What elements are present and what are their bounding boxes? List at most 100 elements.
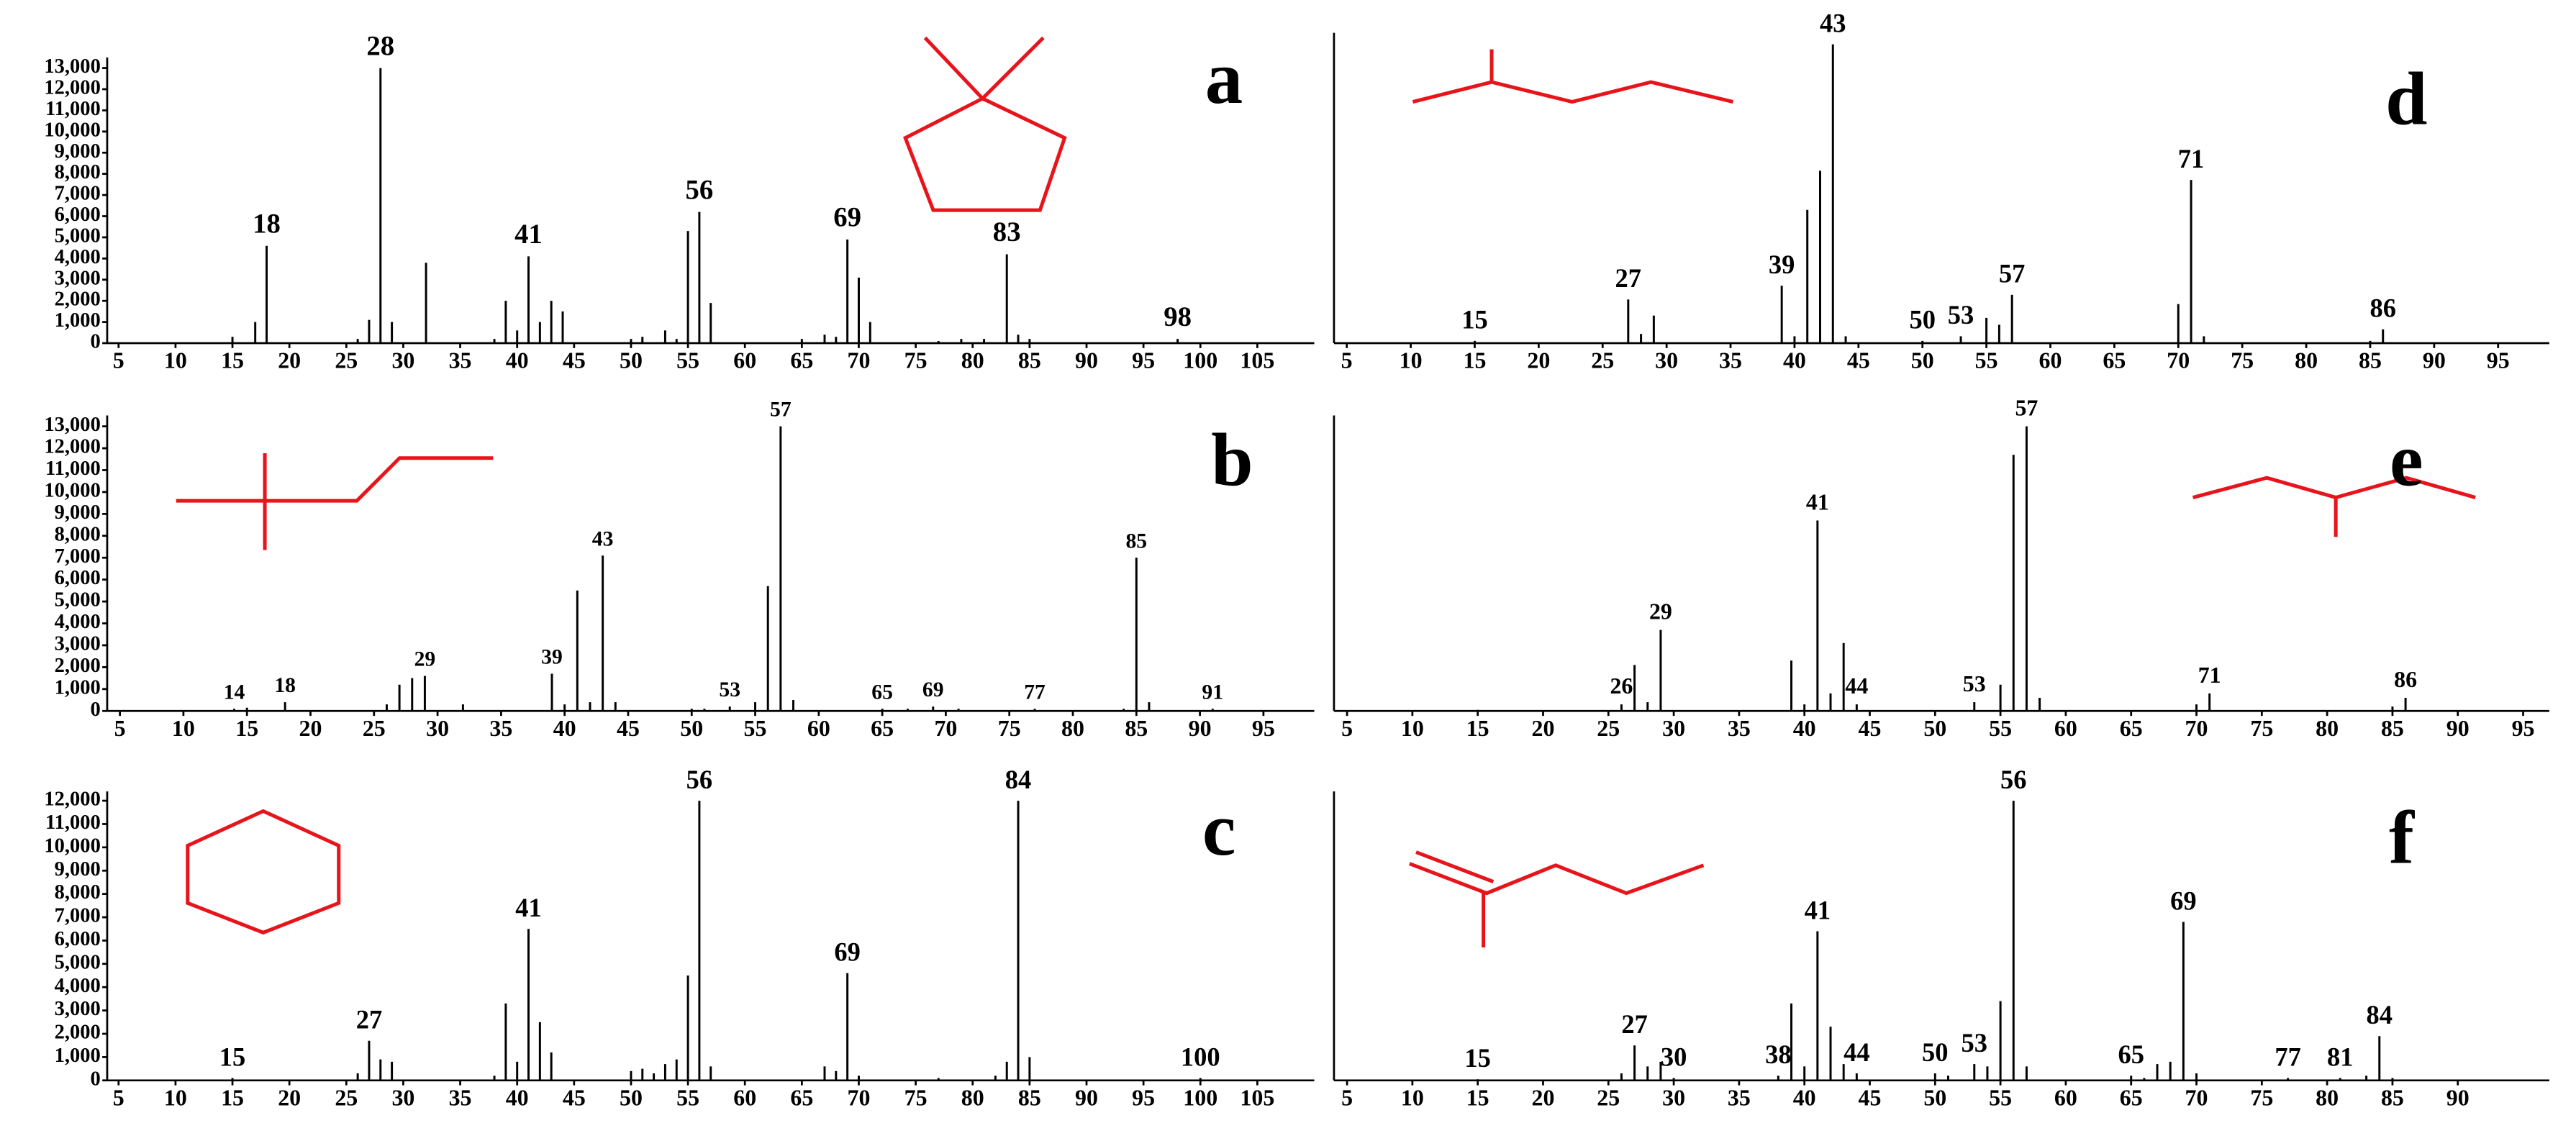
- panel-label: a: [1205, 35, 1243, 119]
- peak-label: 53: [1948, 300, 1974, 329]
- x-tick-label: 20: [278, 1086, 301, 1111]
- peak-label: 53: [1963, 671, 1986, 696]
- x-tick-label: 80: [961, 1086, 984, 1111]
- y-tick-label: 12,000: [44, 77, 100, 99]
- x-tick-label: 85: [1018, 348, 1041, 373]
- x-tick-label: 25: [335, 348, 358, 373]
- y-tick-label: 11,000: [45, 811, 101, 834]
- y-tick-label: 12,000: [44, 788, 100, 811]
- peak-label: 26: [1610, 673, 1633, 699]
- peak-label: 69: [833, 202, 861, 233]
- x-tick-label: 30: [391, 348, 414, 373]
- x-tick-label: 85: [1125, 716, 1148, 741]
- x-tick-label: 60: [2054, 716, 2077, 741]
- peak-label: 15: [219, 1042, 245, 1071]
- x-tick-label: 20: [1527, 348, 1550, 373]
- x-tick-label: 105: [1240, 1086, 1274, 1111]
- y-tick-label: 3,000: [55, 633, 101, 655]
- y-tick-label: 8,000: [55, 523, 101, 545]
- x-tick-label: 50: [1923, 1086, 1946, 1111]
- x-tick-label: 55: [676, 348, 699, 373]
- y-tick-label: 5,000: [55, 224, 101, 247]
- peak-label: 39: [541, 646, 563, 669]
- y-tick-label: 0: [91, 699, 101, 721]
- peak-label: 86: [2370, 294, 2397, 323]
- peak-label: 38: [1765, 1040, 1792, 1069]
- peak-label: 43: [1820, 8, 1846, 37]
- x-tick-label: 40: [506, 1086, 529, 1111]
- x-tick-label: 60: [2039, 348, 2062, 373]
- x-tick-label: 90: [2446, 716, 2470, 741]
- x-tick-label: 20: [299, 716, 322, 741]
- x-tick-label: 65: [790, 1086, 813, 1111]
- x-tick-label: 5: [113, 348, 124, 373]
- x-tick-label: 15: [1466, 716, 1489, 741]
- x-tick-label: 40: [506, 348, 529, 373]
- x-tick-label: 35: [489, 716, 512, 741]
- panel-label: e: [2390, 418, 2423, 502]
- peak-label: 41: [1806, 489, 1829, 514]
- x-tick-label: 25: [363, 716, 386, 741]
- x-tick-label: 70: [848, 348, 871, 373]
- y-tick-label: 0: [91, 331, 101, 353]
- x-tick-label: 5: [1341, 716, 1353, 741]
- y-tick-label: 4,000: [55, 611, 101, 633]
- x-tick-label: 90: [1075, 348, 1098, 373]
- peak-label: 100: [1181, 1042, 1220, 1071]
- x-tick-label: 20: [1532, 1086, 1555, 1111]
- peak-label: 30: [1661, 1042, 1687, 1071]
- x-tick-label: 5: [1341, 1086, 1353, 1111]
- x-tick-label: 95: [1132, 1086, 1155, 1111]
- x-tick-label: 80: [1061, 716, 1084, 741]
- peak-label: 69: [922, 678, 944, 701]
- peak-label: 69: [834, 937, 861, 967]
- y-tick-label: 10,000: [44, 119, 100, 141]
- x-tick-label: 50: [620, 1086, 643, 1111]
- x-tick-label: 40: [553, 716, 576, 741]
- y-tick-label: 2,000: [55, 1022, 101, 1044]
- x-tick-label: 5: [114, 716, 126, 741]
- peak-label: 15: [1464, 1043, 1491, 1073]
- x-tick-label: 75: [2250, 1086, 2273, 1111]
- molecule-c: [186, 809, 341, 935]
- y-tick-label: 13,000: [44, 55, 100, 78]
- x-tick-label: 5: [113, 1086, 124, 1111]
- x-tick-label: 10: [1401, 716, 1424, 741]
- y-tick-label: 1,000: [55, 1045, 101, 1067]
- peak-label: 56: [686, 765, 713, 794]
- x-tick-label: 20: [1532, 716, 1555, 741]
- peak-label: 44: [1843, 1037, 1870, 1067]
- x-tick-label: 70: [934, 716, 957, 741]
- peak-label: 56: [686, 174, 714, 205]
- y-tick-label: 7,000: [55, 905, 101, 927]
- ring: [903, 96, 1067, 212]
- x-tick-label: 75: [2250, 716, 2273, 741]
- x-tick-label: 95: [2512, 716, 2535, 741]
- x-tick-label: 80: [2295, 348, 2318, 373]
- x-tick-label: 35: [1719, 348, 1742, 373]
- x-tick-label: 5: [1341, 348, 1353, 373]
- peak-label: 28: [366, 30, 394, 61]
- spectrum-panel: 5 10 15 20 25 30 35 40 45 50 55 60 65 70 75 80 85 90 95 26 2…: [1333, 396, 2549, 741]
- x-tick-label: 85: [2381, 1086, 2404, 1111]
- y-tick-label: 9,000: [55, 501, 101, 524]
- x-tick-label: 60: [807, 716, 830, 741]
- y-tick-label: 11,000: [45, 458, 101, 480]
- peak-label: 53: [719, 678, 740, 701]
- chain: [1408, 862, 1705, 896]
- x-tick-label: 10: [172, 716, 195, 741]
- peak-label: 27: [356, 1005, 383, 1034]
- peak-label: 71: [2178, 144, 2205, 173]
- y-tick-label: 2,000: [55, 288, 101, 311]
- x-tick-label: 30: [1662, 1086, 1685, 1111]
- double-bond: [1415, 850, 1495, 883]
- x-tick-label: 90: [2446, 1086, 2470, 1111]
- x-tick-label: 55: [1989, 716, 2012, 741]
- x-tick-label: 15: [221, 1086, 244, 1111]
- y-tick-label: 7,000: [55, 183, 101, 205]
- molecule-d: [1412, 49, 1734, 104]
- molecule-e: [2192, 476, 2476, 537]
- x-tick-label: 50: [1911, 348, 1934, 373]
- peak-label: 41: [514, 219, 543, 250]
- peak-label: 15: [1461, 305, 1488, 335]
